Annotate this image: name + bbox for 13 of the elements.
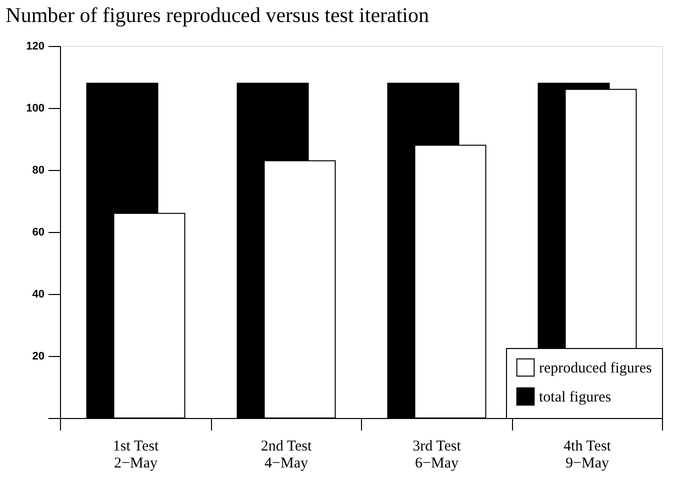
chart-title: Number of figures reproduced versus test iteration — [6, 3, 430, 27]
legend-label: reproduced figures — [539, 360, 652, 376]
legend-label: total figures — [539, 390, 612, 406]
y-tick-label: 100 — [26, 102, 44, 114]
y-tick-label: 20 — [32, 350, 44, 362]
y-tick-label: 60 — [32, 226, 44, 238]
y-tick-label: 40 — [32, 288, 44, 300]
x-tick-label: 3rd Test 6−May — [412, 438, 462, 472]
x-tick-label: 4th Test 9−May — [564, 438, 612, 472]
x-tick-label: 1st Test 2−May — [112, 438, 160, 472]
x-tick-label: 2nd Test 4−May — [260, 438, 312, 472]
y-tick-label: 120 — [26, 40, 44, 52]
y-tick-label: 80 — [32, 164, 44, 176]
